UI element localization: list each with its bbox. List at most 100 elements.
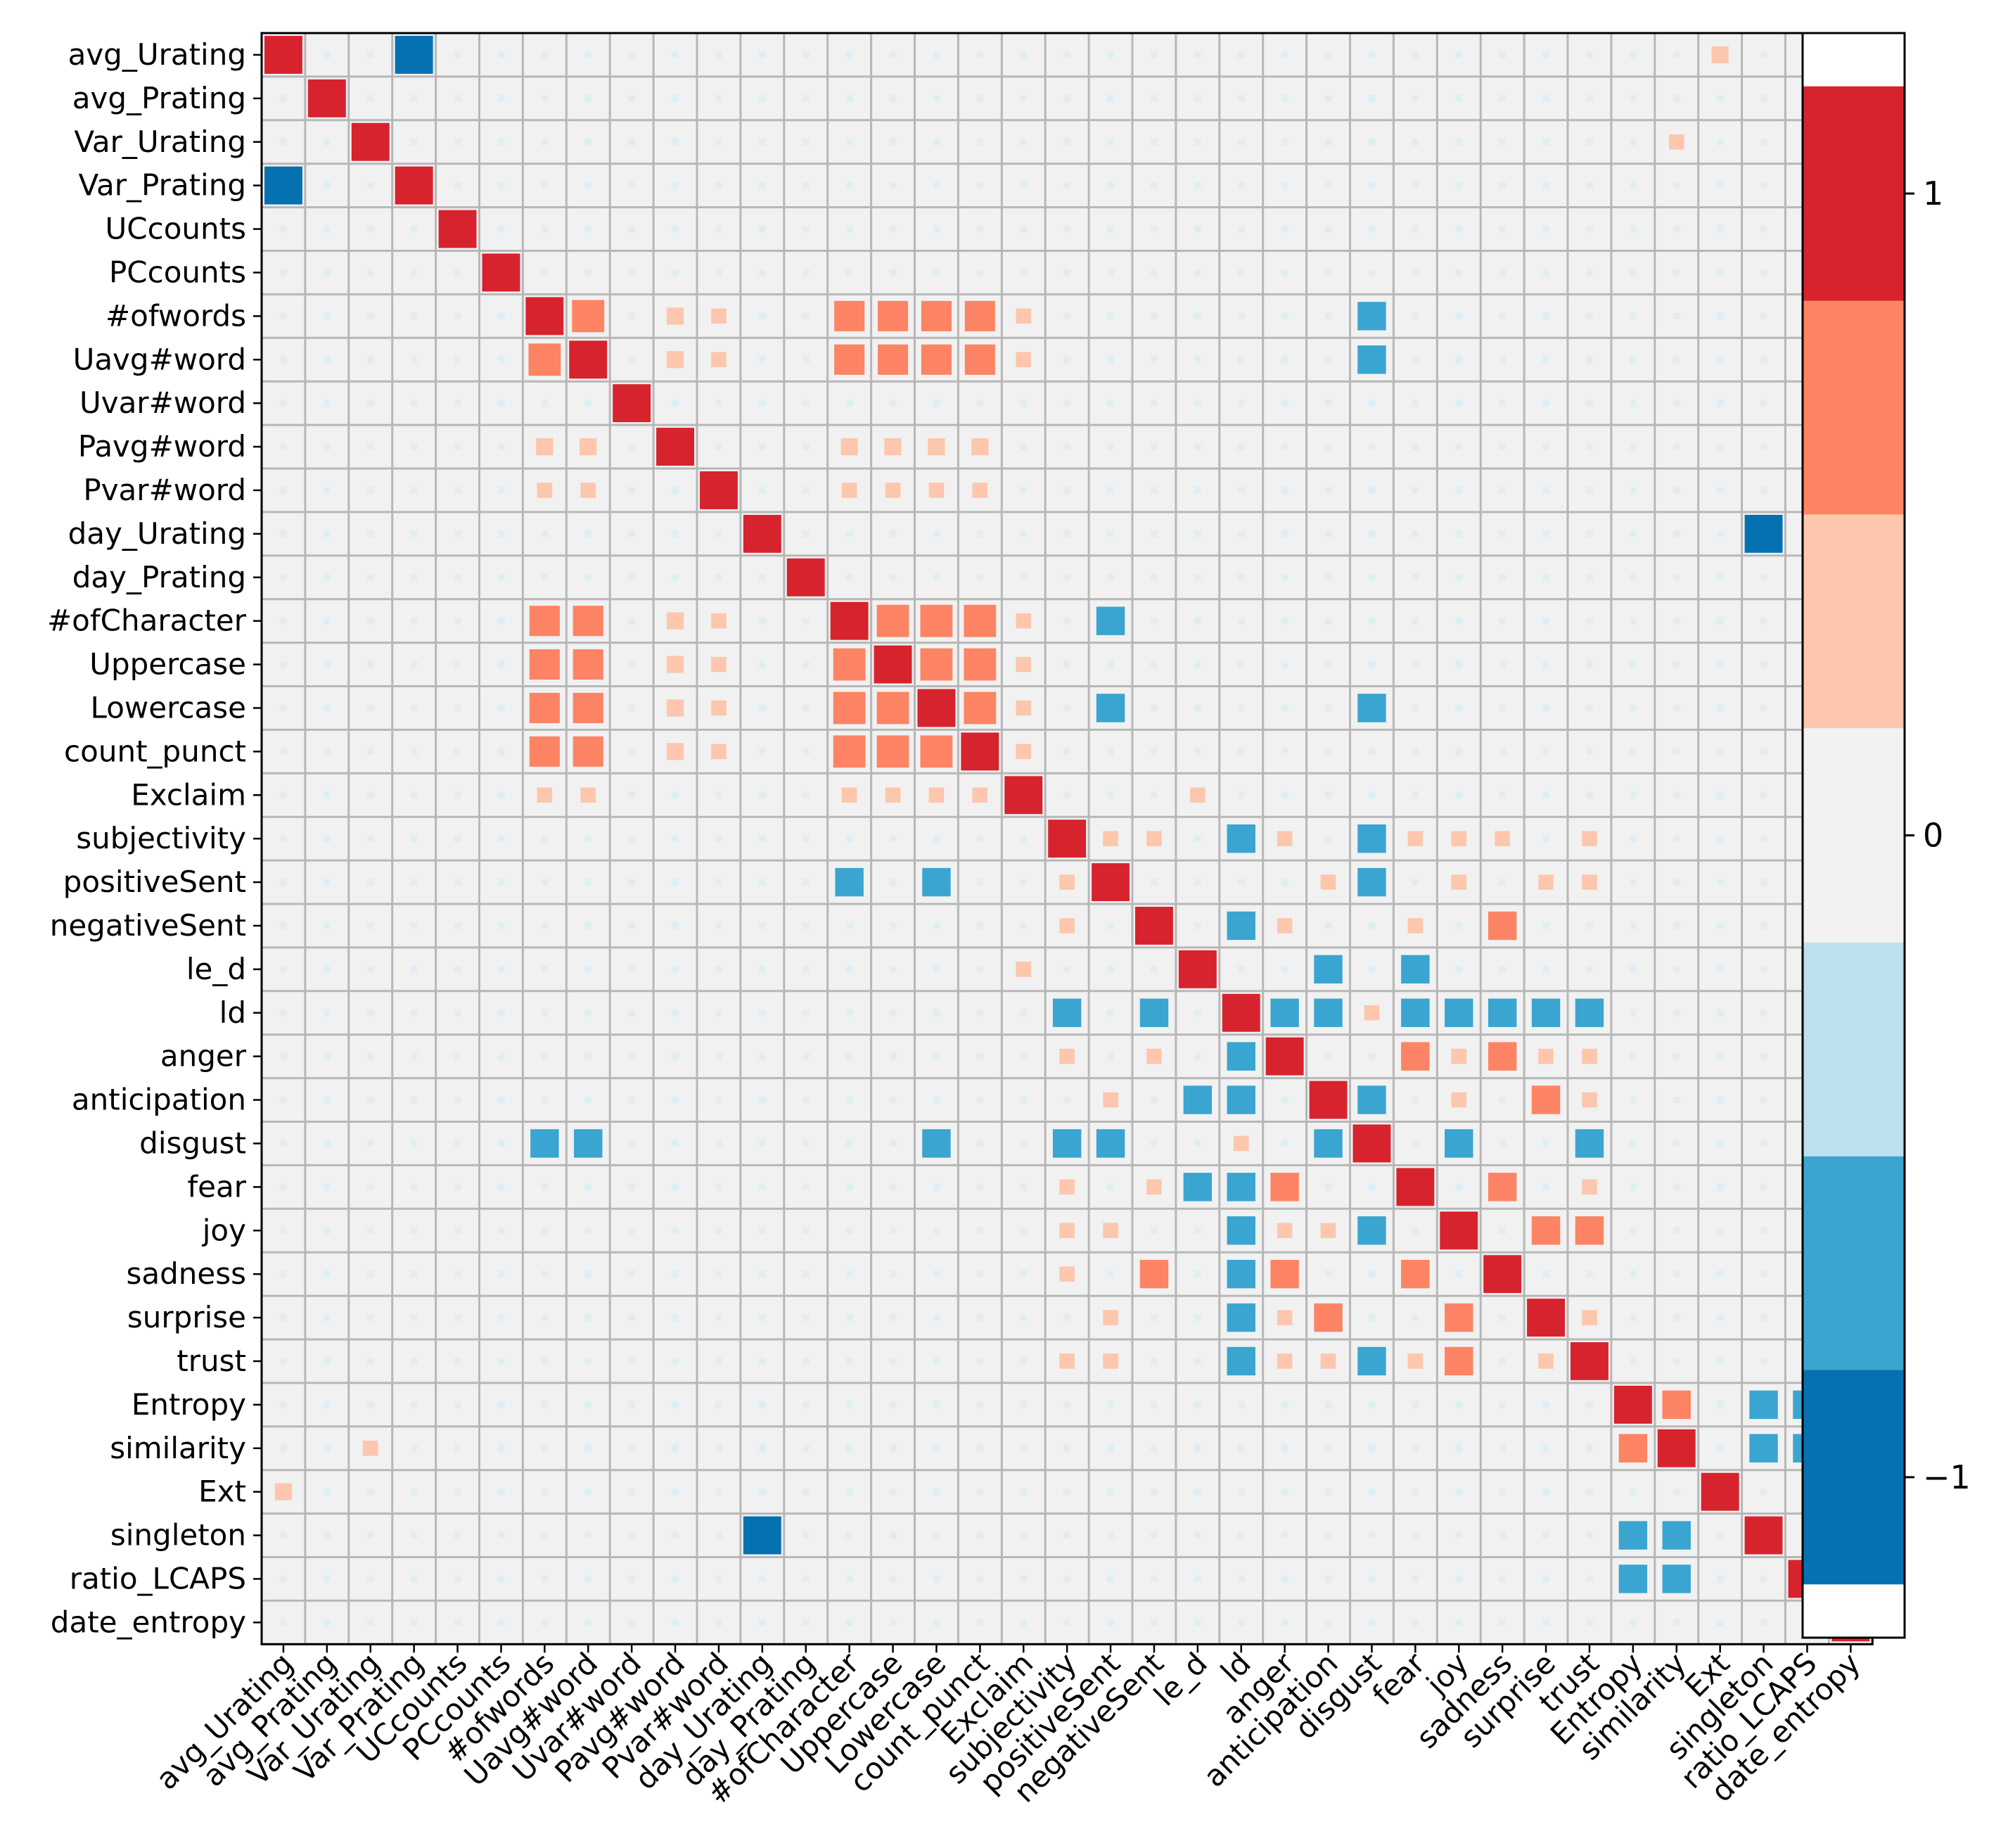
heatmap-cell-disgust-uavgnum-word [574, 1129, 603, 1158]
heatmap-cell-uppercase-avg-prating [324, 661, 331, 668]
heatmap-cell-pvarnum-word-joy [1455, 487, 1463, 494]
heatmap-cell-anticipation-trust [1582, 1092, 1597, 1108]
heatmap-cell-pvarnum-word-disgust [1368, 487, 1376, 494]
heatmap-cell-pccounts-sadness [1499, 269, 1506, 276]
heatmap-cell-subjectivity-trust [1582, 831, 1597, 846]
heatmap-cell-var-urating-var-urating [351, 122, 390, 161]
heatmap-cell-num-ofcharacter-num-ofcharacter [830, 601, 869, 640]
heatmap-cell-subjectivity-var-prating [410, 835, 418, 842]
heatmap-cell-day-prating-day-prating [786, 558, 825, 597]
heatmap-cell-ld-positivesent [1107, 1009, 1114, 1017]
heatmap-cell-var-urating-surprise [1542, 138, 1549, 146]
heatmap-cell-uavgnum-word-avg-urating [280, 356, 287, 364]
y-tick-label-pccounts: PCcounts [109, 255, 246, 289]
heatmap-cell-exclaim-avg-prating [324, 791, 331, 799]
heatmap-cell-ext-ld [1237, 1488, 1245, 1496]
heatmap-cell-ld-day-urating [759, 1009, 766, 1017]
heatmap-cell-count-punct-uavgnum-word [573, 736, 603, 767]
heatmap-cell-singleton-avg-prating [324, 1531, 331, 1539]
heatmap-cell-date-entropy-pccounts [497, 1619, 505, 1626]
heatmap-cell-pavgnum-word-anticipation [1324, 443, 1332, 450]
heatmap-cell-anticipation-similarity [1673, 1096, 1680, 1104]
y-tick-label-fear: fear [187, 1169, 246, 1204]
heatmap-cell-day-prating-singleton [1760, 573, 1767, 581]
heatmap-cell-anticipation-uppercase [889, 1096, 897, 1104]
heatmap-cell-day-prating-avg-prating [324, 573, 331, 581]
heatmap-cell-uccounts-day-urating [759, 225, 766, 233]
heatmap-cell-joy-positivesent [1103, 1223, 1118, 1239]
heatmap-cell-uvarnum-word-disgust [1368, 400, 1376, 407]
heatmap-cell-ratio-lcaps-exclaim [1020, 1575, 1028, 1583]
heatmap-cell-disgust-subjectivity [1052, 1129, 1082, 1158]
heatmap-cell-day-urating-positivesent [1107, 530, 1114, 537]
heatmap-cell-surprise-trust [1582, 1310, 1597, 1325]
heatmap-cell-surprise-exclaim [1020, 1314, 1028, 1321]
heatmap-cell-singleton-day-prating [802, 1531, 810, 1539]
colorbar-band [1803, 1370, 1905, 1585]
heatmap-cell-uppercase-uppercase [874, 645, 912, 684]
heatmap-cell-uppercase-pccounts [497, 661, 505, 668]
colorbar-band [1803, 1156, 1905, 1370]
heatmap-cell-num-ofcharacter-var-urating [366, 617, 374, 625]
heatmap-cell-avg-prating-num-ofcharacter [845, 95, 853, 102]
heatmap-cell-pccounts-var-urating [366, 269, 374, 276]
heatmap-cell-joy-disgust [1357, 1216, 1386, 1245]
heatmap-cell-exclaim-singleton [1760, 791, 1767, 799]
heatmap-cell-uavgnum-word-uvarnum-word [628, 356, 635, 364]
heatmap-cell-exclaim-subjectivity [1063, 791, 1070, 799]
heatmap-cell-day-urating-joy [1455, 530, 1463, 537]
heatmap-cell-sadness-var-prating [410, 1270, 418, 1277]
heatmap-cell-ext-uavgnum-word [584, 1488, 592, 1496]
heatmap-cell-sadness-subjectivity [1059, 1266, 1075, 1282]
heatmap-cell-disgust-avg-urating [280, 1140, 287, 1147]
heatmap-cell-anger-pvarnum-word [715, 1052, 722, 1060]
y-tick-label-similarity: similarity [110, 1431, 246, 1465]
heatmap-cell-lowercase-num-ofwords [529, 692, 560, 724]
heatmap-cell-avg-urating-anticipation [1324, 51, 1332, 58]
heatmap-cell-avg-prating-uppercase [889, 95, 897, 102]
heatmap-cell-uvarnum-word-surprise [1542, 400, 1549, 407]
heatmap-cell-similarity-num-ofcharacter [845, 1444, 853, 1452]
heatmap-cell-anger-day-prating [802, 1052, 810, 1060]
y-tick-label-pvarnum-word: Pvar#word [83, 473, 246, 507]
heatmap-cell-disgust-joy [1445, 1129, 1473, 1158]
heatmap-cell-anger-entropy [1630, 1052, 1637, 1060]
heatmap-cell-entropy-uppercase [889, 1401, 897, 1408]
heatmap-cell-ext-pvarnum-word [715, 1488, 722, 1496]
heatmap-cell-uavgnum-word-num-ofwords [528, 343, 561, 376]
heatmap-cell-date-entropy-num-ofcharacter [845, 1619, 853, 1626]
heatmap-cell-exclaim-uppercase [885, 787, 901, 803]
heatmap-cell-singleton-ld [1237, 1531, 1245, 1539]
heatmap-cell-fear-singleton [1760, 1183, 1767, 1191]
heatmap-cell-similarity-day-prating [802, 1444, 810, 1452]
heatmap-cell-entropy-avg-prating [324, 1401, 331, 1408]
heatmap-cell-positivesent-day-prating [802, 879, 810, 886]
heatmap-cell-joy-similarity [1673, 1227, 1680, 1235]
heatmap-cell-negativesent-ext [1716, 922, 1724, 929]
heatmap-cell-uavgnum-word-trust [1586, 356, 1593, 364]
heatmap-cell-uppercase-var-urating [366, 661, 374, 668]
heatmap-cell-exclaim-anticipation [1324, 791, 1332, 799]
heatmap-cell-day-prating-lowercase [933, 573, 940, 581]
heatmap-cell-negativesent-trust [1586, 922, 1593, 929]
heatmap-cell-entropy-lowercase [933, 1401, 940, 1408]
heatmap-cell-var-prating-num-ofcharacter [845, 181, 853, 189]
heatmap-cell-sadness-ld [1227, 1259, 1255, 1289]
heatmap-cell-disgust-disgust [1352, 1124, 1391, 1163]
heatmap-cell-surprise-sadness [1499, 1314, 1506, 1321]
heatmap-cell-anticipation-uccounts [454, 1096, 461, 1104]
heatmap-cell-similarity-joy [1455, 1444, 1463, 1452]
heatmap-cell-sadness-avg-urating [280, 1270, 287, 1277]
heatmap-cell-var-urating-num-ofwords [541, 138, 549, 146]
heatmap-cell-pccounts-joy [1455, 269, 1463, 276]
heatmap-cell-var-prating-exclaim [1020, 181, 1028, 189]
heatmap-cell-avg-urating-similarity [1673, 51, 1680, 58]
heatmap-cell-anticipation-pavgnum-word [672, 1096, 679, 1104]
heatmap-cell-uccounts-positivesent [1107, 225, 1114, 233]
y-tick-label-le-d: le_d [186, 952, 246, 986]
heatmap-cell-similarity-uvarnum-word [628, 1444, 635, 1452]
heatmap-cell-date-entropy-entropy [1630, 1619, 1637, 1626]
heatmap-cell-day-prating-pccounts [497, 573, 505, 581]
heatmap-cell-pvarnum-word-fear [1412, 487, 1419, 494]
heatmap-cell-pvarnum-word-num-ofwords [537, 483, 553, 498]
